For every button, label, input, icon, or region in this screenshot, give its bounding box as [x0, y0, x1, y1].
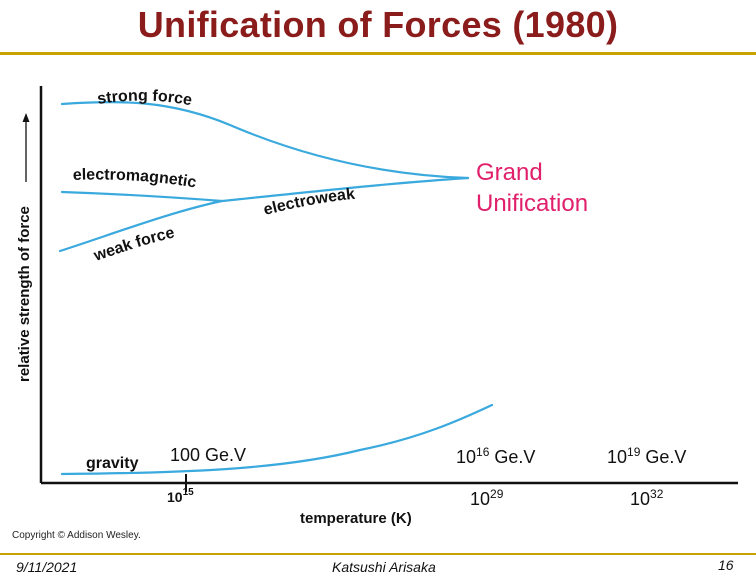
footer-date: 9/11/2021 — [16, 559, 78, 575]
footer-author: Katsushi Arisaka — [332, 559, 436, 575]
grand-line-2: Unification — [476, 190, 589, 217]
electromagnetic-label: electromagnetic — [73, 166, 198, 191]
x-axis-label: temperature (K) — [300, 510, 412, 527]
energy-label-10-16gev: 1016 Ge.V — [456, 445, 536, 467]
slide-title: Unification of Forces (1980) — [137, 4, 619, 45]
footer-rule — [0, 553, 756, 555]
temperature-label-10-32: 1032 — [630, 487, 664, 509]
footer-page-number: 16 — [718, 557, 734, 573]
gravity-curve — [60, 403, 494, 476]
copyright-note: Copyright © Addison Wesley. — [12, 530, 141, 541]
x-tick-label: 1015 — [167, 487, 194, 505]
electroweak-label: electroweak — [262, 186, 356, 219]
energy-label-100gev: 100 Ge.V — [170, 445, 247, 465]
weak-force-label: weak force — [91, 224, 176, 265]
strong-force-label: strong force — [96, 88, 193, 110]
y-axis-arrow-head — [22, 113, 30, 122]
electromagnetic-electroweak-curve — [60, 176, 470, 203]
y-axis-label: relative strength of force — [16, 206, 33, 382]
temperature-label-10-29: 1029 — [470, 487, 504, 509]
grand-line-1: Grand — [476, 159, 543, 186]
grand-unification-label: Grand Unification — [476, 157, 588, 219]
energy-label-10-19gev: 1019 Ge.V — [607, 445, 687, 467]
weak-force-curve — [58, 199, 224, 253]
gravity-label: gravity — [86, 455, 139, 472]
strong-force-curve — [60, 100, 470, 180]
title-underline — [0, 52, 756, 55]
